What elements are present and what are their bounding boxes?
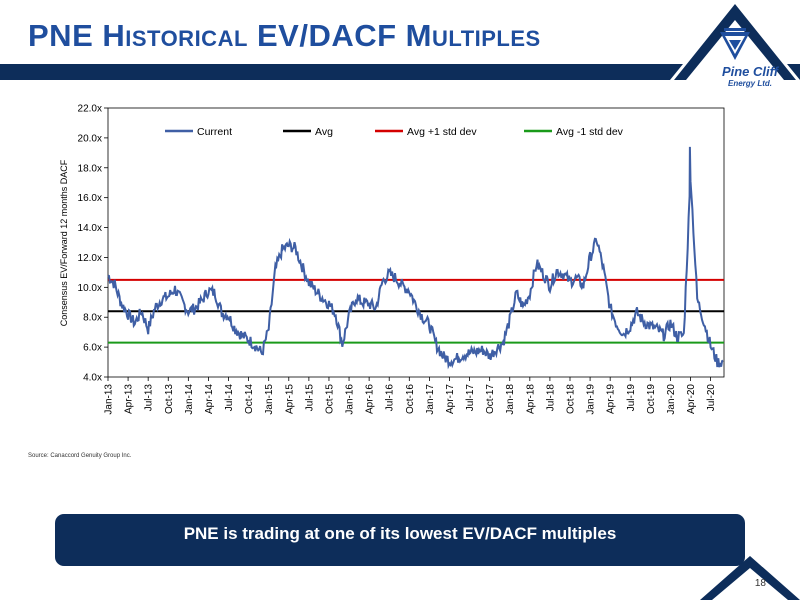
x-tick-label: Jul-14 — [224, 384, 235, 412]
y-tick-label: 6.0x — [83, 343, 102, 354]
page-number: 18 — [754, 578, 766, 589]
x-tick-label: Oct-18 — [566, 384, 577, 414]
y-tick-label: 12.0x — [78, 253, 102, 264]
source-note: Source: Canaccord Genuity Group Inc. — [28, 453, 132, 459]
x-axis-ticks: Jan-13 Apr-13 Jul-13 Oct-13 Jan-14 Apr-14 Jul-… — [104, 377, 717, 415]
y-tick-label: 8.0x — [83, 313, 102, 324]
x-tick-label: Oct-13 — [164, 384, 175, 414]
logo-subtitle: Energy Ltd. — [727, 79, 772, 88]
corner-chevron — [700, 556, 800, 600]
legend-label: Current — [197, 126, 232, 138]
x-tick-label: Apr-16 — [365, 384, 376, 414]
x-tick-label: Jan-15 — [264, 384, 275, 415]
x-tick-label: Apr-17 — [445, 384, 456, 414]
y-tick-label: 4.0x — [83, 373, 102, 384]
title-bar: PNE Historical EV/DACF Multiples — [0, 0, 800, 82]
ev-dacf-chart: 22.0x 20.0x 18.0x 16.0x 14.0x 12.0x 10.0x 8.0x 6… — [59, 104, 725, 415]
callout-banner: PNE is trading at one of its lowest EV/D… — [55, 514, 745, 566]
x-tick-label: Jul-18 — [545, 384, 556, 412]
logo-wordmark: Pine Cliff Energy Ltd. — [700, 64, 800, 90]
x-tick-label: Jan-16 — [345, 384, 356, 415]
legend-label: Avg -1 std dev — [556, 126, 624, 138]
logo-name: Pine Cliff — [721, 64, 779, 79]
x-tick-label: Apr-19 — [606, 384, 617, 414]
x-tick-label: Jul-20 — [706, 384, 717, 412]
series-line-current — [107, 146, 724, 370]
y-axis-label: Consensus EV/Forward 12 months DACF — [59, 159, 69, 326]
x-tick-label: Jan-17 — [425, 384, 436, 415]
x-tick-label: Jul-19 — [626, 384, 637, 412]
x-tick-label: Apr-15 — [284, 384, 295, 414]
corner-logo-frame — [670, 0, 800, 100]
y-tick-label: 10.0x — [78, 283, 102, 294]
legend-label: Avg — [315, 126, 333, 138]
y-tick-label: 18.0x — [78, 163, 102, 174]
x-tick-label: Jul-16 — [385, 384, 396, 412]
x-tick-label: Oct-16 — [405, 384, 416, 414]
x-tick-label: Apr-14 — [204, 384, 215, 414]
y-tick-label: 14.0x — [78, 223, 102, 234]
y-axis-ticks: 22.0x 20.0x 18.0x 16.0x 14.0x 12.0x 10.0x 8.0x 6… — [78, 104, 108, 384]
x-tick-label: Oct-15 — [324, 384, 335, 414]
x-tick-label: Jan-19 — [586, 384, 597, 415]
chart-legend: Current Avg Avg +1 std dev Avg -1 std dev — [165, 126, 624, 138]
y-tick-label: 20.0x — [78, 133, 102, 144]
header-band — [0, 64, 800, 80]
x-tick-label: Jan-18 — [505, 384, 516, 415]
x-tick-label: Oct-17 — [485, 384, 496, 414]
plot-area-frame — [107, 107, 725, 378]
x-tick-label: Apr-18 — [525, 384, 536, 414]
page-title: PNE Historical EV/DACF Multiples — [28, 18, 541, 53]
x-tick-label: Apr-20 — [686, 384, 697, 414]
legend-label: Avg +1 std dev — [407, 126, 477, 138]
x-tick-label: Jan-20 — [666, 384, 677, 415]
x-tick-label: Jul-15 — [304, 384, 315, 412]
x-tick-label: Jan-13 — [104, 384, 115, 415]
x-tick-label: Oct-14 — [244, 384, 255, 414]
x-tick-label: Oct-19 — [646, 384, 657, 414]
x-tick-label: Jul-17 — [465, 384, 476, 412]
pine-cliff-logo-icon — [720, 28, 750, 60]
x-tick-label: Jan-14 — [184, 384, 195, 415]
y-tick-label: 16.0x — [78, 193, 102, 204]
x-tick-label: Apr-13 — [124, 384, 135, 414]
x-tick-label: Jul-13 — [144, 384, 155, 412]
y-tick-label: 22.0x — [78, 104, 102, 115]
